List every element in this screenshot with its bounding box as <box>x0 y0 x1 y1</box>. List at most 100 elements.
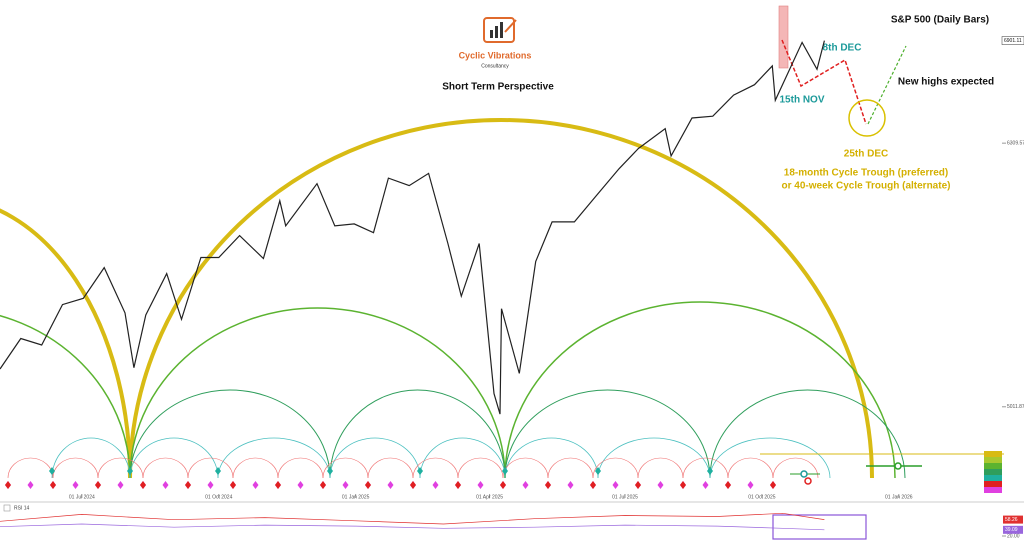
cycle-marker <box>5 481 11 489</box>
x-tick-label: 01 Jul 2024 <box>69 494 95 500</box>
cycle-marker <box>567 481 574 489</box>
cycle-marker <box>50 481 56 489</box>
cycle-marker <box>595 467 601 475</box>
cycle-marker <box>127 467 133 475</box>
cycle-arc <box>709 437 831 479</box>
brand: Cyclic Vibrations <box>459 50 532 60</box>
series-line <box>0 512 825 525</box>
cycle-arc <box>322 457 369 479</box>
cycle-arc <box>502 457 549 479</box>
cycle-marker <box>327 467 333 475</box>
y-tick-label: 6309.57 <box>1007 140 1024 146</box>
series-line <box>0 40 825 415</box>
projection-dot <box>800 470 808 478</box>
cycle-marker <box>342 481 349 489</box>
cycle-arc <box>277 457 324 479</box>
cycle-marker <box>657 481 664 489</box>
cycle-arc <box>232 457 279 479</box>
x-tick-label: 01 Jul 2025 <box>612 494 638 500</box>
cycle-arc <box>597 437 711 479</box>
annotation: or 40-week Cycle Trough (alternate) <box>782 181 951 192</box>
cycle-marker <box>162 481 169 489</box>
cycle-marker <box>432 481 439 489</box>
cycle-tag <box>984 475 1002 481</box>
annotation: 25th DEC <box>844 149 888 160</box>
cycle-marker <box>207 481 214 489</box>
cycle-tag <box>984 463 1002 469</box>
x-tick-label: 01 Apr 2025 <box>476 494 503 500</box>
cycle-arcs <box>0 118 1004 493</box>
cycle-tag <box>984 457 1002 463</box>
cycle-marker <box>500 481 506 489</box>
cycle-marker <box>140 481 146 489</box>
rsi-tag-label: 39.09 <box>1005 527 1018 533</box>
cycle-arc <box>7 457 54 479</box>
x-tick-label: 01 Jan 2026 <box>885 494 913 500</box>
rsi-box <box>772 514 867 540</box>
cycle-marker <box>477 481 484 489</box>
cycle-arc <box>329 389 506 479</box>
chart-title: S&P 500 (Daily Bars) <box>891 15 989 26</box>
cycle-marker <box>230 481 236 489</box>
cycle-arc <box>592 457 639 479</box>
y-tick-label: 5011.87 <box>1007 404 1024 410</box>
annotation: 15th NOV <box>779 95 824 106</box>
cycle-marker <box>185 481 191 489</box>
cycle-marker <box>455 481 461 489</box>
cycle-marker <box>612 481 619 489</box>
trough-circle <box>848 99 886 137</box>
cycle-arc <box>0 314 131 479</box>
brand-sub: Consultancy <box>481 63 509 69</box>
cycle-tag <box>984 451 1002 457</box>
rsi-tag <box>1003 515 1023 524</box>
x-tick-label: 01 Jan 2025 <box>342 494 370 500</box>
cycle-marker <box>522 481 529 489</box>
cycle-marker <box>252 481 259 489</box>
rsi-tag <box>1003 525 1023 534</box>
cycle-arc <box>547 457 594 479</box>
annotation: 18-month Cycle Trough (preferred) <box>784 168 948 179</box>
annotation: 8th DEC <box>823 43 862 54</box>
cycle-marker <box>410 481 416 489</box>
rsi-title: RSI 14 <box>14 505 30 511</box>
cycle-arc <box>504 301 896 479</box>
cycle-arc <box>128 118 874 479</box>
price-tag-label: 6901.11 <box>1004 38 1022 44</box>
cycle-marker <box>747 481 754 489</box>
cycle-marker <box>387 481 394 489</box>
cycle-arc <box>52 457 99 479</box>
cycle-arc <box>129 437 219 479</box>
cycle-marker <box>297 481 304 489</box>
cycle-arc <box>682 457 729 479</box>
cycle-marker <box>49 467 55 475</box>
cycle-marker <box>215 467 221 475</box>
cycle-arc <box>217 437 331 479</box>
cycle-marker <box>417 467 423 475</box>
forecast-path <box>867 45 907 125</box>
cycle-marker <box>95 481 101 489</box>
cycle-marker <box>502 467 508 475</box>
cycle-marker <box>72 481 79 489</box>
cycle-marker <box>275 481 281 489</box>
logo-bar <box>500 22 503 38</box>
cycle-marker <box>117 481 124 489</box>
rsi-tag-label: 58.26 <box>1005 517 1018 523</box>
cycle-marker <box>635 481 641 489</box>
cycle-arc <box>727 457 774 479</box>
cycle-arc <box>329 437 421 479</box>
cycle-arc <box>97 457 144 479</box>
cycle-arc <box>187 457 234 479</box>
cycle-arc <box>709 389 906 479</box>
highlight-box <box>778 5 789 69</box>
cycle-marker <box>545 481 551 489</box>
cycle-arc <box>129 307 506 479</box>
cycle-arc <box>129 389 331 479</box>
cycle-tag <box>984 469 1002 475</box>
cycle-arc <box>504 389 711 479</box>
logo-bar <box>495 26 498 38</box>
cycle-arc <box>457 457 504 479</box>
collapse-icon[interactable] <box>3 504 11 512</box>
cycle-marker <box>725 481 731 489</box>
subtitle: Short Term Perspective <box>442 82 554 93</box>
cycle-arc <box>367 457 414 479</box>
